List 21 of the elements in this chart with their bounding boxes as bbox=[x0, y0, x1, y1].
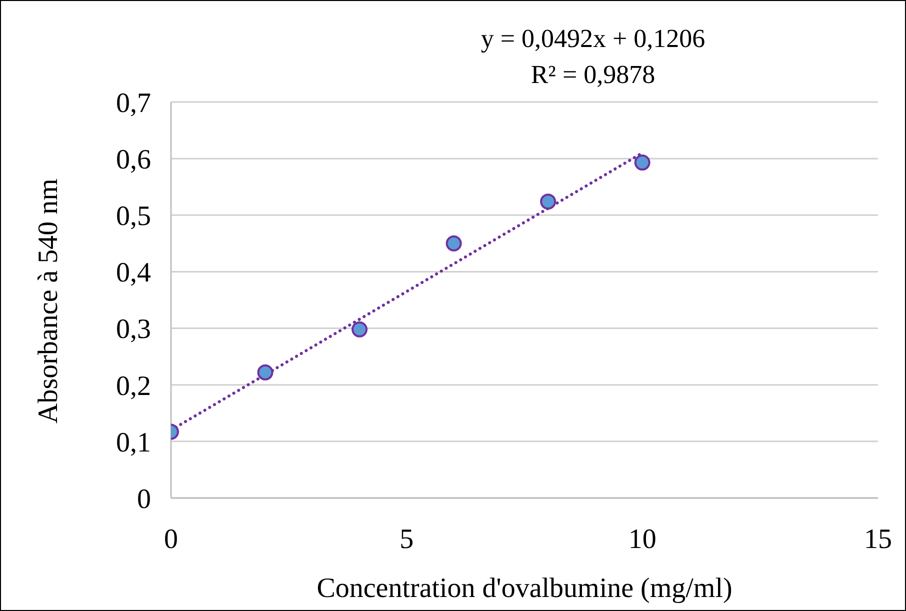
point bbox=[634, 154, 650, 171]
point bbox=[257, 364, 274, 380]
text: R² = 0,9878 bbox=[530, 59, 656, 91]
y-tick-label: 0,4 bbox=[116, 258, 151, 289]
x-axis-title: Concentration d'ovalbumine (mg/ml) bbox=[316, 573, 734, 605]
y-tick-label: 0,5 bbox=[116, 201, 151, 232]
y-axis-title: Absorbance à 540 nm bbox=[33, 178, 65, 424]
y-tick-label: 0,3 bbox=[116, 314, 151, 346]
y-tick-label: 0 bbox=[137, 484, 151, 515]
y-tick-label: 0,6 bbox=[116, 144, 151, 176]
x-tick-label: 15 bbox=[864, 524, 892, 555]
point bbox=[540, 194, 556, 210]
x-tick-label: 10 bbox=[628, 524, 656, 555]
y-tick-label: 0,7 bbox=[116, 88, 151, 119]
y-tick-label: 0,2 bbox=[116, 370, 151, 402]
point bbox=[446, 235, 462, 252]
point bbox=[352, 321, 368, 338]
text: y = 0,0492x + 0,1206 bbox=[480, 23, 706, 55]
x-tick-label: 0 bbox=[164, 524, 178, 555]
x-tick-label: 5 bbox=[400, 524, 414, 555]
y-tick-label: 0,1 bbox=[116, 427, 151, 458]
